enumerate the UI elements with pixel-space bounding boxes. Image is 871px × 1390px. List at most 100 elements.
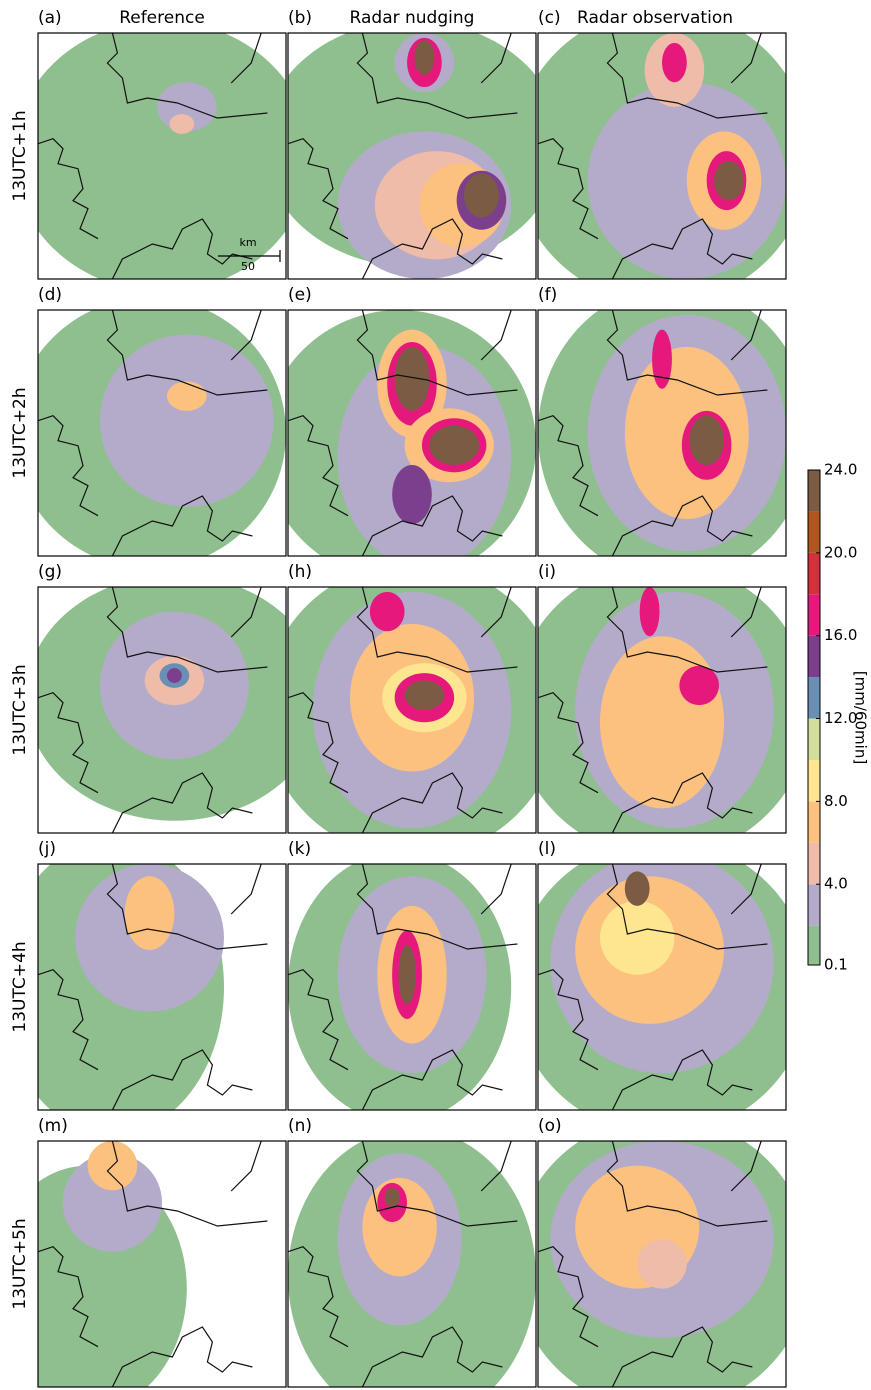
panel-frame [37, 32, 287, 280]
precip-field [538, 864, 786, 1110]
panel-label: (l) [538, 839, 556, 859]
coastline [288, 587, 518, 833]
panel-label: (o) [538, 1116, 562, 1136]
precip-area [384, 1187, 400, 1208]
precip-area [714, 160, 744, 201]
row-label: 13UTC+1h [10, 110, 30, 201]
precip-field [538, 587, 786, 833]
scale-length: 50 [241, 260, 255, 273]
map-panel [37, 309, 287, 557]
row-label: 13UTC+2h [10, 387, 30, 478]
precip-area [652, 329, 672, 389]
column-title: Reference [119, 8, 205, 28]
precip-area [369, 591, 405, 632]
colorbar-segment [808, 884, 820, 926]
map-panel [37, 863, 287, 1111]
map-panel [37, 32, 287, 280]
precip-field [288, 864, 518, 1110]
precip-area [404, 680, 445, 710]
colorbar-tick-label: 16.0 [824, 626, 857, 644]
precip-area [464, 173, 499, 218]
precip-area [679, 665, 720, 706]
panel-label: (f) [538, 285, 557, 305]
map-panel [37, 1140, 287, 1388]
colorbar-segment [808, 925, 820, 965]
panel-frame [287, 1140, 537, 1388]
colorbar-segment [808, 470, 820, 512]
precip-area [38, 33, 286, 279]
precip-field [38, 1141, 268, 1387]
precip-field [288, 33, 536, 279]
precip-area [414, 40, 435, 75]
panel-frame [537, 309, 787, 557]
precip-area [587, 82, 786, 279]
colorbar-label: [mm/60min] [852, 671, 870, 764]
panel-frame [37, 309, 287, 557]
precip-area [124, 876, 175, 951]
coastline [538, 864, 768, 1110]
panel-label: (k) [288, 839, 311, 859]
coastline [538, 587, 768, 833]
precip-field [538, 33, 786, 279]
colorbar-segment [808, 511, 820, 553]
precip-field [288, 310, 536, 556]
precip-area [637, 1239, 687, 1289]
panel-label: (m) [38, 1116, 68, 1136]
precip-area [166, 381, 207, 411]
colorbar-segment [808, 552, 820, 595]
scale-unit: km [239, 236, 256, 249]
colorbar-frame [807, 469, 821, 966]
coastline [288, 310, 518, 556]
panel-frame [537, 863, 787, 1111]
colorbar-segment [808, 842, 820, 885]
panel-label: (h) [288, 562, 312, 582]
colorbar-segment [808, 594, 820, 636]
colorbar-tick-label: 24.0 [824, 461, 857, 479]
panel-label: (j) [38, 839, 56, 859]
panel-frame [287, 32, 537, 280]
coastline [288, 1141, 518, 1387]
map-panel [287, 309, 537, 557]
panel-label: (g) [38, 562, 62, 582]
precip-area [394, 346, 430, 411]
map-panel [287, 586, 537, 834]
panel-frame [537, 1140, 787, 1388]
row-label: 13UTC+4h [10, 941, 30, 1032]
panel-frame [287, 309, 537, 557]
precip-area [639, 587, 660, 637]
panel-label: (e) [288, 285, 312, 305]
panel-frame [37, 586, 287, 834]
panel-label: (i) [538, 562, 556, 582]
coastline [38, 587, 268, 833]
precip-area [62, 1153, 162, 1252]
precip-area [662, 42, 687, 83]
map-panel [537, 863, 787, 1111]
map-panel [287, 863, 537, 1111]
precip-field [288, 587, 536, 833]
precip-field [38, 33, 286, 279]
coastline [38, 310, 268, 556]
coastline [538, 1141, 768, 1387]
panel-frame [287, 586, 537, 834]
precip-field [538, 1141, 786, 1387]
coastline [538, 33, 768, 279]
panel-label: (d) [38, 285, 62, 305]
colorbar-tick-label: 4.0 [824, 875, 848, 893]
colorbar-segment [808, 759, 820, 802]
precip-area [392, 464, 432, 525]
panel-frame [37, 1140, 287, 1388]
map-panel [537, 586, 787, 834]
map-panel [537, 1140, 787, 1388]
panel-label: (c) [538, 8, 561, 28]
precip-area [600, 636, 724, 809]
panel-label: (a) [38, 8, 62, 28]
panel-label: (b) [288, 8, 312, 28]
panel-label: (n) [288, 1116, 312, 1136]
coastline [38, 33, 268, 279]
colorbar-tick-label: 20.0 [824, 543, 857, 561]
map-panel [37, 586, 287, 834]
precip-area [600, 900, 675, 975]
colorbar-tick-label: 12.0 [824, 709, 857, 727]
map-panel [537, 309, 787, 557]
